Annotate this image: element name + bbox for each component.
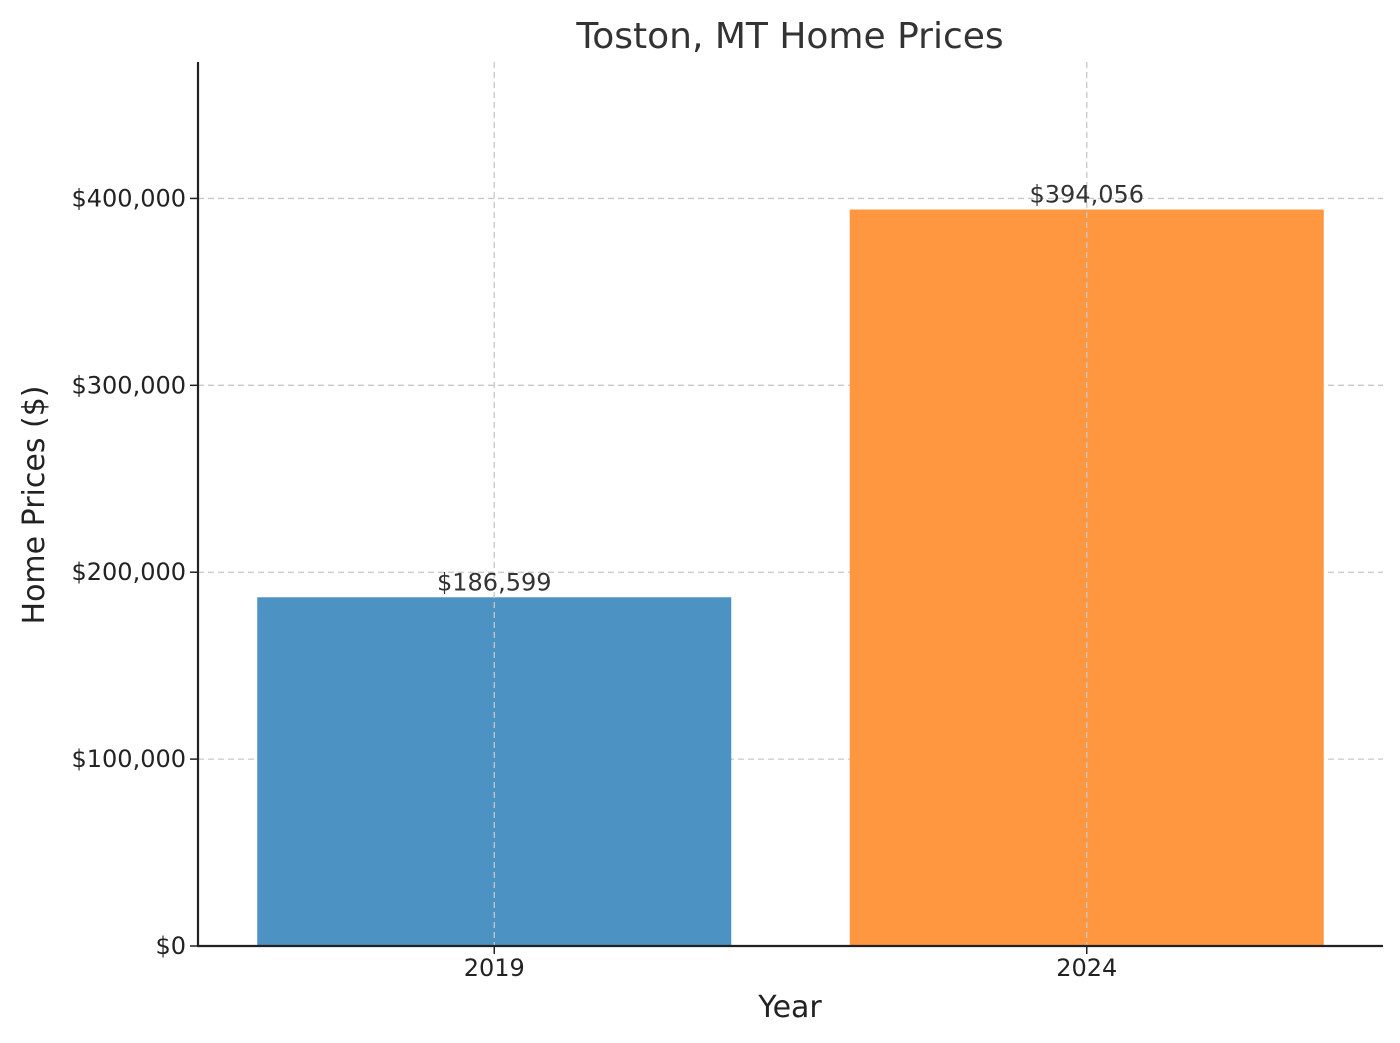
y-tick-label: $200,000 — [71, 558, 186, 586]
data-labels: $186,599 $394,056 — [437, 181, 1144, 597]
horizontal-gridlines — [198, 197, 1383, 760]
vertical-gridlines — [493, 62, 1088, 946]
data-label-2024: $394,056 — [1029, 181, 1144, 209]
x-axis-ticks: 2019 2024 — [464, 946, 1117, 982]
y-axis-ticks: $0 $100,000 $200,000 $300,000 $400,000 — [71, 184, 198, 960]
x-tick-label: 2019 — [464, 954, 525, 982]
chart-title: Toston, MT Home Prices — [575, 16, 1003, 57]
y-axis-label: Home Prices ($) — [17, 386, 52, 625]
bars — [257, 209, 1324, 946]
data-label-2019: $186,599 — [437, 568, 552, 596]
x-axis-label: Year — [757, 990, 822, 1025]
y-tick-label: $400,000 — [71, 184, 186, 212]
y-tick-label: $0 — [155, 932, 186, 960]
y-tick-label: $100,000 — [71, 745, 186, 773]
x-tick-label: 2024 — [1056, 954, 1117, 982]
y-tick-label: $300,000 — [71, 371, 186, 399]
